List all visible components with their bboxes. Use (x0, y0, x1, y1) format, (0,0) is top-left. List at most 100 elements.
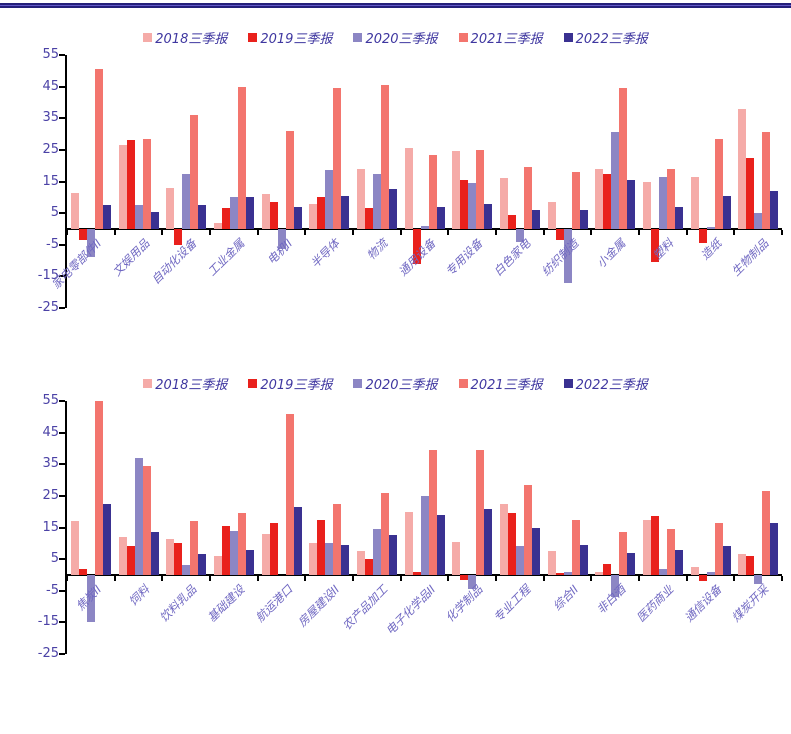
legend-label: 2022三季报 (575, 31, 648, 47)
bar (658, 568, 667, 575)
bar (706, 227, 715, 229)
bar (198, 554, 207, 575)
bar (555, 573, 564, 575)
bar (531, 209, 540, 229)
bar (452, 151, 461, 229)
legend-label: 2019三季报 (260, 31, 333, 47)
bar (555, 228, 564, 240)
y-tick-mark (59, 54, 65, 56)
bar (571, 519, 580, 575)
bar (356, 168, 365, 229)
y-tick-mark (59, 85, 65, 88)
bar (356, 551, 365, 575)
y-tick-label: 25 (42, 141, 59, 157)
legend-item: 2018三季报 (143, 28, 227, 47)
bar (547, 202, 556, 229)
bar (150, 532, 159, 575)
legend-item: 2022三季报 (563, 28, 648, 47)
legend-item: 2020三季报 (353, 28, 438, 47)
bar (603, 563, 612, 575)
y-tick-mark (59, 212, 65, 215)
y-tick-label: 5 (50, 551, 59, 567)
bar (706, 571, 715, 575)
y-tick-label: 55 (42, 393, 59, 408)
y-tick-mark (59, 589, 65, 592)
bar (571, 172, 580, 229)
bar (325, 170, 334, 229)
y-tick-mark (59, 494, 65, 497)
bar (118, 145, 127, 229)
bar (563, 571, 572, 575)
bar (317, 519, 326, 575)
bar (674, 206, 683, 229)
plot: 55 45 35 25 15 5 -5 -15 -25 家电零部件II 文娱用品 自动化设备 工业金属电… (38, 47, 783, 315)
legend-label: 2021三季报 (470, 31, 543, 47)
y-tick-label: -15 (37, 268, 59, 284)
legend-item: 2019三季报 (248, 374, 332, 393)
legend-item: 2021三季报 (458, 28, 543, 47)
bar (468, 183, 477, 229)
bar (690, 567, 699, 575)
bar (499, 178, 508, 229)
bar (341, 544, 350, 575)
bar (142, 465, 151, 575)
y-tick-mark (59, 275, 65, 278)
x-tick-mark (113, 575, 116, 581)
bar (547, 551, 556, 575)
bar (595, 571, 604, 575)
x-tick-mark (542, 575, 545, 581)
bar (420, 495, 429, 575)
bar (754, 574, 763, 585)
bar (269, 202, 278, 229)
legend-color-swatch-icon (248, 378, 258, 388)
bar (182, 565, 191, 575)
bar (293, 206, 302, 229)
bar (261, 533, 270, 575)
y-tick-mark (59, 621, 65, 624)
x-axis-line (67, 227, 782, 230)
bar (420, 225, 429, 229)
bar (126, 546, 135, 575)
bar (245, 549, 254, 575)
bar (611, 132, 620, 229)
x-tick-mark (542, 229, 545, 235)
y-tick-label: -25 (37, 300, 59, 315)
x-tick-mark (495, 229, 497, 235)
bar (579, 209, 588, 229)
x-tick-mark (590, 229, 593, 235)
bar (364, 208, 373, 229)
bar (86, 228, 95, 258)
x-tick-mark (161, 575, 164, 581)
bar (213, 222, 222, 229)
bar (460, 179, 469, 229)
x-tick-mark (66, 229, 68, 235)
bar (698, 574, 707, 582)
bar (746, 157, 755, 229)
bar (428, 450, 437, 575)
bar (412, 228, 421, 264)
y-tick-label: 15 (42, 519, 59, 535)
bar (690, 176, 699, 229)
bar (309, 543, 318, 575)
x-tick-mark (638, 229, 640, 235)
bar (642, 181, 651, 229)
bar (166, 538, 175, 575)
y-tick-mark (59, 463, 65, 466)
y-tick-mark (59, 400, 65, 402)
bar (523, 484, 532, 575)
bar (333, 88, 342, 229)
x-tick-mark (685, 229, 688, 235)
header-rule (0, 3, 791, 8)
bar (94, 401, 103, 575)
bar (484, 508, 493, 575)
bar (507, 513, 516, 575)
bar (309, 203, 318, 229)
legend: 2018三季报 2019三季报 2020三季报 2021三季报 2022三季报 (0, 372, 791, 394)
bar (174, 228, 183, 245)
bar (102, 205, 111, 229)
bar (507, 214, 516, 229)
bar (468, 574, 477, 590)
x-tick-mark (685, 575, 688, 581)
legend-item: 2019三季报 (248, 28, 332, 47)
x-tick-mark (781, 229, 783, 235)
